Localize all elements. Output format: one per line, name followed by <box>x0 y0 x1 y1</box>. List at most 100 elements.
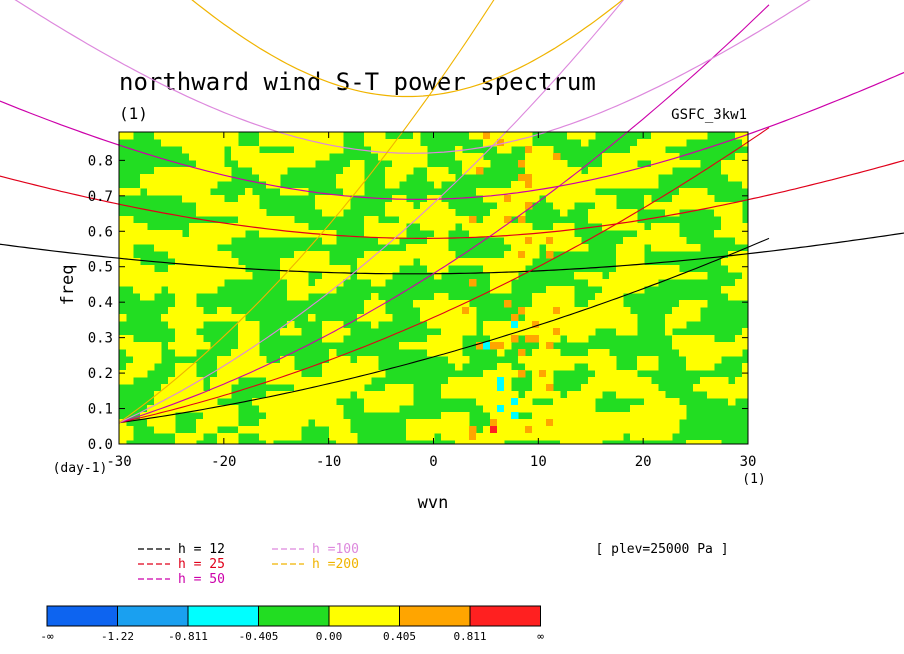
field-cell <box>497 412 505 420</box>
field-cell <box>189 363 197 371</box>
field-cell <box>196 230 204 238</box>
field-cell <box>154 279 162 287</box>
field-cell <box>329 230 337 238</box>
field-cell <box>245 202 253 210</box>
field-cell <box>511 391 519 399</box>
field-cell <box>140 272 148 280</box>
field-cell <box>217 167 225 175</box>
field-cell <box>560 188 568 196</box>
field-cell <box>644 405 652 413</box>
field-cell <box>322 398 330 406</box>
field-cell <box>504 272 512 280</box>
field-cell <box>441 426 449 434</box>
field-cell <box>287 153 295 161</box>
field-cell <box>462 216 470 224</box>
field-cell <box>707 202 715 210</box>
field-cell <box>574 328 582 336</box>
field-cell <box>588 426 596 434</box>
field-cell <box>588 419 596 427</box>
field-cell <box>147 363 155 371</box>
field-cell <box>693 160 701 168</box>
field-cell <box>343 356 351 364</box>
field-cell <box>658 146 666 154</box>
field-cell <box>434 314 442 322</box>
field-cell <box>189 272 197 280</box>
field-cell <box>651 419 659 427</box>
field-cell <box>385 251 393 259</box>
field-cell <box>637 181 645 189</box>
field-cell <box>441 419 449 427</box>
field-cell <box>553 230 561 238</box>
field-cell <box>196 181 204 189</box>
field-cell <box>315 195 323 203</box>
field-cell <box>553 419 561 427</box>
field-cell <box>392 223 400 231</box>
field-cell <box>679 349 687 357</box>
field-cell <box>175 349 183 357</box>
field-cell <box>532 307 540 315</box>
field-cell <box>371 321 379 329</box>
field-cell <box>133 265 141 273</box>
field-cell <box>336 202 344 210</box>
y-axis-unit: (day-1) <box>53 461 108 476</box>
field-cell <box>357 188 365 196</box>
field-cell <box>406 216 414 224</box>
field-cell <box>455 216 463 224</box>
field-cell <box>266 426 274 434</box>
field-cell <box>126 377 134 385</box>
field-cell <box>294 265 302 273</box>
field-cell <box>644 195 652 203</box>
field-cell <box>448 335 456 343</box>
field-cell <box>525 174 533 182</box>
field-cell <box>259 223 267 231</box>
field-cell <box>427 433 435 441</box>
field-cell <box>553 314 561 322</box>
field-cell <box>574 356 582 364</box>
field-cell <box>672 139 680 147</box>
colorbar: -∞ -1.22 -0.811 -0.405 0.00 0.405 0.811 ∞ <box>40 605 544 643</box>
field-cell <box>735 160 743 168</box>
field-cell <box>728 391 736 399</box>
field-cell <box>133 223 141 231</box>
field-cell <box>168 265 176 273</box>
field-cell <box>476 433 484 441</box>
field-cell <box>427 335 435 343</box>
field-cell <box>231 230 239 238</box>
chart-title: northward wind S-T power spectrum <box>119 68 596 96</box>
field-cell <box>707 342 715 350</box>
field-cell <box>511 405 519 413</box>
field-cell <box>175 279 183 287</box>
field-cell <box>525 363 533 371</box>
field-cell <box>616 174 624 182</box>
colorbar-segment <box>328 605 400 627</box>
field-cell <box>735 230 743 238</box>
field-cell <box>672 405 680 413</box>
field-cell <box>294 391 302 399</box>
field-cell <box>525 132 533 140</box>
field-cell <box>203 132 211 140</box>
field-cell <box>553 363 561 371</box>
field-cell <box>322 363 330 371</box>
field-cell <box>168 286 176 294</box>
field-cell <box>497 391 505 399</box>
field-cell <box>728 384 736 392</box>
field-cell <box>385 272 393 280</box>
field-cell <box>427 314 435 322</box>
field-cell <box>490 433 498 441</box>
field-cell <box>504 384 512 392</box>
field-cell <box>742 370 748 378</box>
field-cell <box>448 216 456 224</box>
field-cell <box>448 377 456 385</box>
field-cell <box>266 370 274 378</box>
field-cell <box>217 363 225 371</box>
field-cell <box>378 132 386 140</box>
field-cell <box>448 321 456 329</box>
field-cell <box>364 377 372 385</box>
field-cell <box>154 167 162 175</box>
field-cell <box>483 216 491 224</box>
field-cell <box>238 160 246 168</box>
field-cell <box>602 153 610 161</box>
colorbar-label: ∞ <box>537 630 544 643</box>
field-cell <box>721 202 729 210</box>
field-cell <box>672 153 680 161</box>
